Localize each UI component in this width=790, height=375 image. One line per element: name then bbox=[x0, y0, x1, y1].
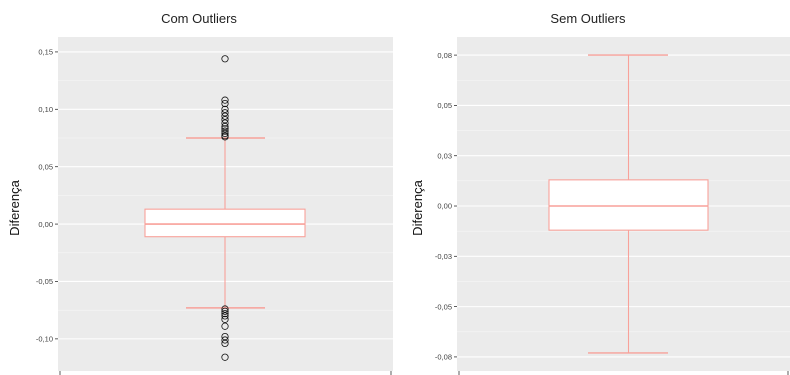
outlier-point-com-outliers bbox=[221, 336, 229, 344]
y-tick-label-sem-outliers: -0,08 bbox=[435, 353, 452, 362]
outlier-point-com-outliers bbox=[221, 310, 229, 318]
outlier-point-com-outliers bbox=[221, 312, 229, 320]
outlier-point-com-outliers bbox=[221, 127, 229, 135]
iqr-box-sem-outliers bbox=[548, 179, 709, 231]
outlier-point-com-outliers bbox=[221, 99, 229, 108]
outlier-point-com-outliers bbox=[221, 307, 229, 315]
y-tick-label-com-outliers: -0,10 bbox=[36, 335, 53, 344]
y-axis-label-com-outliers: Diferença bbox=[7, 179, 22, 235]
outlier-point-com-outliers bbox=[221, 305, 229, 313]
outlier-point-com-outliers bbox=[221, 112, 229, 120]
y-tick-label-sem-outliers: 0,03 bbox=[437, 151, 452, 160]
panel-sem-outliers: Sem Outliers Diferença -0,08 -0,05 -0,03 0,… bbox=[410, 11, 790, 375]
outlier-point-com-outliers bbox=[221, 133, 229, 141]
chart-title-sem-outliers: Sem Outliers bbox=[550, 11, 626, 26]
panel-com-outliers: Com Outliers Diferença -0,10 -0,05 0,00 0,0… bbox=[7, 11, 393, 375]
outlier-point-com-outliers bbox=[221, 55, 229, 63]
chart-title-com-outliers: Com Outliers bbox=[161, 11, 237, 26]
iqr-box-com-outliers bbox=[144, 208, 306, 238]
y-tick-label-sem-outliers: 0,00 bbox=[437, 202, 452, 211]
y-tick-label-com-outliers: -0,05 bbox=[36, 277, 53, 286]
outlier-point-com-outliers bbox=[221, 105, 229, 113]
y-tick-label-sem-outliers: 0,05 bbox=[437, 101, 452, 110]
outlier-point-com-outliers bbox=[221, 122, 229, 131]
y-tick-label-com-outliers: 0,10 bbox=[38, 105, 53, 114]
outlier-point-com-outliers bbox=[221, 322, 229, 330]
outlier-point-com-outliers bbox=[221, 129, 229, 138]
outlier-point-com-outliers bbox=[221, 353, 229, 361]
y-axis-label-sem-outliers: Diferença bbox=[410, 179, 425, 235]
y-tick-label-com-outliers: 0,05 bbox=[38, 162, 53, 171]
outlier-point-com-outliers bbox=[221, 109, 229, 117]
y-tick-label-com-outliers: 0,00 bbox=[38, 220, 53, 229]
y-tick-label-sem-outliers: -0,05 bbox=[435, 302, 452, 311]
outlier-point-com-outliers bbox=[221, 332, 229, 341]
outlier-point-com-outliers bbox=[221, 96, 229, 104]
outlier-point-com-outliers bbox=[221, 315, 229, 323]
y-tick-label-com-outliers: 0,15 bbox=[38, 48, 53, 57]
y-tick-label-sem-outliers: 0,08 bbox=[437, 51, 452, 60]
outlier-point-com-outliers bbox=[221, 119, 229, 127]
y-tick-label-sem-outliers: -0,03 bbox=[435, 252, 452, 261]
outlier-point-com-outliers bbox=[221, 125, 229, 133]
outlier-point-com-outliers bbox=[221, 116, 229, 124]
outlier-point-com-outliers bbox=[221, 339, 229, 348]
